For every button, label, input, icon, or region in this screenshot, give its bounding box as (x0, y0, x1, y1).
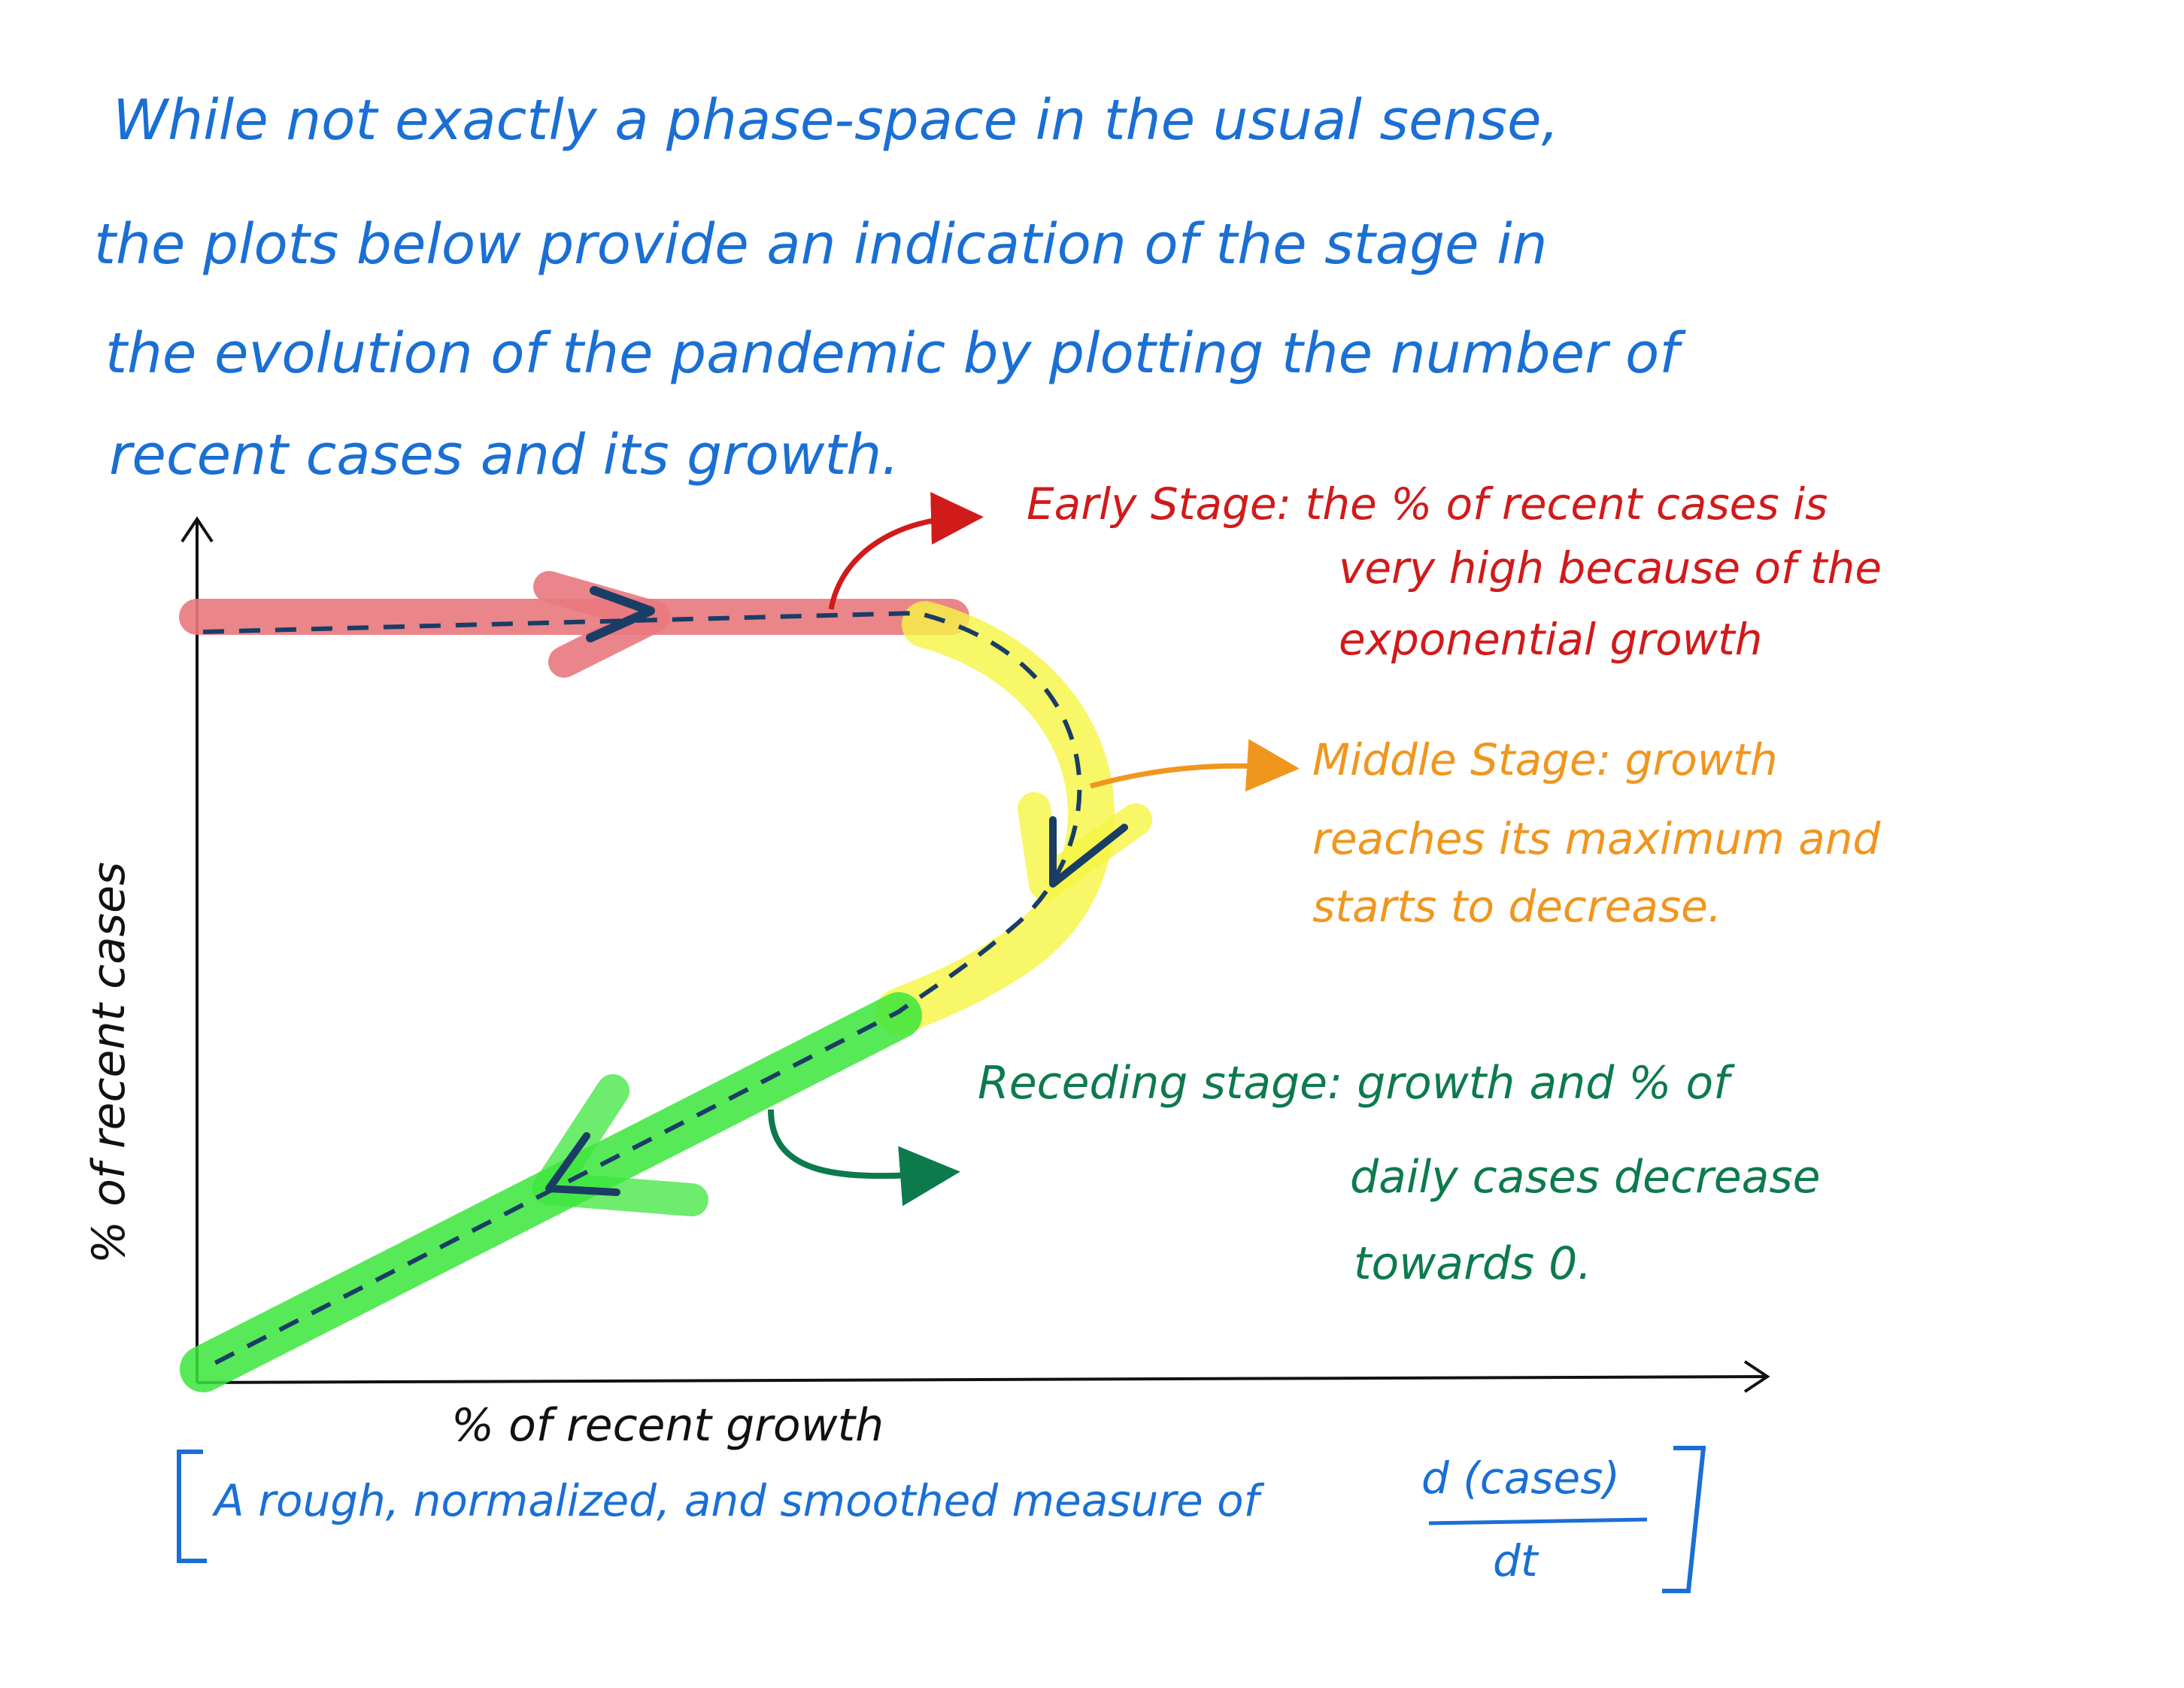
receding-line-3: towards 0. (1354, 1237, 1591, 1290)
footnote-fraction-bar (1428, 1517, 1648, 1526)
x-axis-label: % of recent growth (451, 1399, 884, 1452)
stage-bands (179, 571, 1152, 1392)
footnote-left-bracket (177, 1450, 207, 1563)
intro-line-4: recent cases and its growth. (109, 423, 899, 487)
receding-pointer-arrow (768, 1109, 960, 1207)
receding-line-2: daily cases decrease (1350, 1151, 1821, 1204)
intro-line-3: the evolution of the pandemic by plottin… (105, 321, 1686, 386)
trajectory (202, 586, 1128, 1368)
trajectory-arrow-down-left (545, 1132, 620, 1196)
footnote-numerator: d (cases) (1421, 1453, 1620, 1504)
footnote-denominator: dt (1493, 1535, 1539, 1586)
early-line-3: exponential growth (1339, 614, 1763, 665)
intro-line-1: While not exactly a phase-space in the u… (113, 88, 1559, 153)
x-axis-arrowhead (1743, 1360, 1770, 1393)
trajectory-arrow-right (586, 586, 655, 642)
y-axis-arrowhead (180, 516, 214, 543)
trajectory-dashed-line (202, 610, 1082, 1368)
middle-stage-band (875, 601, 1115, 1035)
receding-line-1: Receding stage: growth and % of (978, 1057, 1735, 1110)
early-stage-annotation: Early Stage: the % of recent cases is ve… (1027, 478, 1882, 665)
early-line-2: very high because of the (1339, 542, 1882, 594)
early-line-1: Early Stage: the % of recent cases is (1027, 478, 1828, 530)
early-pointer-arrow (828, 492, 984, 610)
x-axis (196, 1375, 1768, 1384)
intro-paragraph: While not exactly a phase-space in the u… (94, 88, 1686, 487)
middle-pointer-arrow (1090, 739, 1300, 792)
footnote: A rough, normalized, and smoothed measur… (177, 1446, 1706, 1593)
intro-line-2: the plots below provide an indication of… (94, 212, 1548, 277)
footnote-right-bracket (1662, 1446, 1706, 1593)
trajectory-arrow-down (1049, 816, 1128, 888)
middle-stage-annotation: Middle Stage: growth reaches its maximum… (1312, 734, 1882, 932)
early-stage-band-arrow (533, 571, 670, 678)
y-axis-label: % of recent cases (83, 862, 135, 1264)
receding-stage-annotation: Receding stage: growth and % of daily ca… (978, 1057, 1821, 1290)
footnote-text: A rough, normalized, and smoothed measur… (211, 1475, 1265, 1526)
axes (180, 516, 1770, 1393)
pointer-arrows (768, 492, 1300, 1207)
middle-line-1: Middle Stage: growth (1312, 734, 1778, 785)
middle-line-3: starts to decrease. (1312, 881, 1721, 932)
middle-line-2: reaches its maximum and (1312, 813, 1882, 864)
